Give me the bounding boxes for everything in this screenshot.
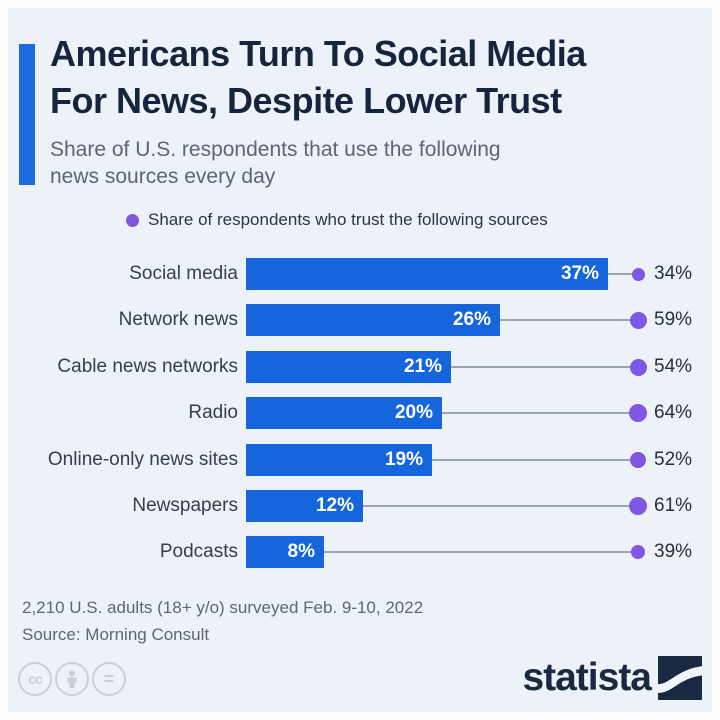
category-label: Cable news networks xyxy=(57,356,238,377)
legend-label: Share of respondents who trust the follo… xyxy=(148,210,548,229)
title-line-2: For News, Despite Lower Trust xyxy=(50,80,562,121)
usage-value-label: 12% xyxy=(315,495,354,516)
legend-dot-icon xyxy=(126,213,139,227)
equals-icon[interactable]: = xyxy=(92,662,126,696)
chart-row: Online-only news sites 19% 52% xyxy=(8,444,712,476)
trust-dot xyxy=(629,358,647,376)
connector-line xyxy=(324,551,638,553)
trust-dot xyxy=(629,404,647,422)
trust-dot xyxy=(629,311,647,329)
chart-row: Newspapers 12% 61% xyxy=(8,490,712,522)
usage-bar: 12% xyxy=(246,490,363,522)
usage-value-label: 37% xyxy=(560,263,599,284)
trust-value-label: 59% xyxy=(654,309,693,330)
connector-line xyxy=(500,319,638,321)
trust-value-label: 54% xyxy=(654,356,693,377)
page-title: Americans Turn To Social Media For News, … xyxy=(50,30,586,124)
usage-value-label: 20% xyxy=(394,402,433,423)
footer-notes: 2,210 U.S. adults (18+ y/o) surveyed Feb… xyxy=(22,594,423,648)
category-label: Network news xyxy=(118,309,238,330)
chart-row: Radio 20% 64% xyxy=(8,397,712,429)
chart-subtitle: Share of U.S. respondents that use the f… xyxy=(50,138,501,188)
trust-value-label: 61% xyxy=(654,495,693,516)
chart-row: Cable news networks 21% 54% xyxy=(8,351,712,383)
connector-line xyxy=(451,366,638,368)
chart-row: Network news 26% 59% xyxy=(8,304,712,336)
chart-row: Social media 37% 34% xyxy=(8,258,712,290)
usage-bar: 8% xyxy=(246,536,324,568)
usage-value-label: 21% xyxy=(403,356,442,377)
attribution-person-icon[interactable] xyxy=(55,662,89,696)
connector-line xyxy=(363,505,638,507)
trust-value-label: 39% xyxy=(654,541,693,562)
title-line-1: Americans Turn To Social Media xyxy=(50,33,586,74)
bar-chart: Social media 37% 34% Network news 26% 59% Cabl… xyxy=(8,8,712,712)
statista-wordmark: statista xyxy=(522,656,652,699)
category-label: Social media xyxy=(129,263,238,284)
usage-value-label: 19% xyxy=(384,449,423,470)
usage-bar: 37% xyxy=(246,258,608,290)
category-label: Radio xyxy=(188,402,238,423)
trust-dot xyxy=(631,545,645,559)
usage-bar: 21% xyxy=(246,351,451,383)
trust-value-label: 52% xyxy=(654,449,693,470)
infographic-canvas: Americans Turn To Social Media For News, … xyxy=(8,8,712,712)
survey-note: 2,210 U.S. adults (18+ y/o) surveyed Feb… xyxy=(22,598,424,617)
legend: Share of respondents who trust the follo… xyxy=(126,209,548,231)
source-note: Source: Morning Consult xyxy=(22,625,210,644)
trust-value-label: 64% xyxy=(654,402,693,423)
license-icons: cc = xyxy=(18,662,126,696)
title-accent-bar xyxy=(19,44,35,185)
category-label: Podcasts xyxy=(159,541,238,562)
statista-logo[interactable]: statista xyxy=(522,656,702,700)
trust-value-label: 34% xyxy=(654,263,693,284)
category-label: Newspapers xyxy=(132,495,238,516)
usage-value-label: 26% xyxy=(452,309,491,330)
cc-icon[interactable]: cc xyxy=(18,662,52,696)
usage-value-label: 8% xyxy=(287,541,315,562)
trust-dot xyxy=(629,497,647,515)
usage-bar: 20% xyxy=(246,397,442,429)
connector-line xyxy=(442,412,638,414)
trust-dot xyxy=(631,267,645,281)
statista-swoosh-icon xyxy=(658,656,702,700)
usage-bar: 26% xyxy=(246,304,500,336)
connector-line xyxy=(608,273,638,275)
chart-row: Podcasts 8% 39% xyxy=(8,536,712,568)
connector-line xyxy=(432,459,638,461)
trust-dot xyxy=(630,452,646,468)
usage-bar: 19% xyxy=(246,444,432,476)
category-label: Online-only news sites xyxy=(47,449,238,470)
